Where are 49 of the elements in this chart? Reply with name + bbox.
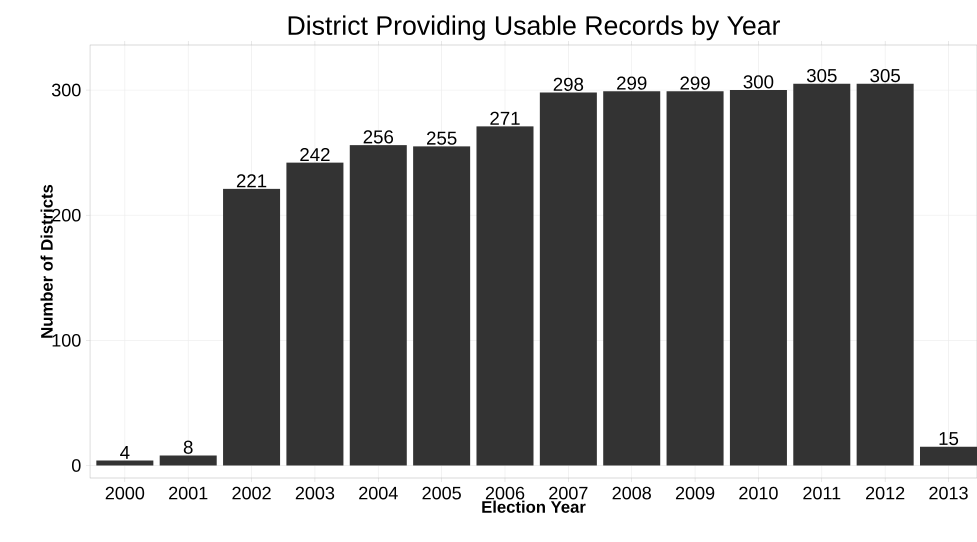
data-label: 221 bbox=[236, 174, 266, 188]
bar bbox=[223, 188, 280, 466]
data-label: 298 bbox=[554, 78, 584, 91]
data-label: 305 bbox=[806, 68, 837, 82]
bar bbox=[286, 162, 344, 466]
data-label: 8 bbox=[184, 440, 193, 454]
bar bbox=[350, 145, 407, 466]
x-tick-label: 2007 bbox=[549, 486, 588, 500]
data-label: 299 bbox=[617, 76, 646, 90]
x-axis-title: Election Year bbox=[482, 500, 586, 513]
y-axis-title: Number of Districts bbox=[40, 184, 53, 338]
data-label: 242 bbox=[300, 148, 330, 162]
data-label: 271 bbox=[490, 112, 520, 125]
bar bbox=[413, 146, 470, 466]
x-tick-label: 2005 bbox=[422, 486, 461, 500]
x-tick-label: 2000 bbox=[106, 486, 144, 500]
data-label: 255 bbox=[427, 132, 456, 145]
data-label: 15 bbox=[940, 432, 958, 446]
data-label: 256 bbox=[364, 130, 394, 144]
bar bbox=[603, 91, 660, 466]
bar bbox=[856, 84, 914, 466]
y-tick-label: 100 bbox=[52, 334, 81, 347]
y-tick-label: 300 bbox=[52, 84, 81, 96]
data-label: 4 bbox=[120, 446, 130, 459]
x-tick-label: 2011 bbox=[803, 486, 840, 500]
x-tick-label: 2002 bbox=[232, 486, 271, 500]
x-tick-label: 2013 bbox=[929, 486, 968, 500]
x-tick-label: 2009 bbox=[676, 486, 714, 500]
x-tick-label: 2010 bbox=[739, 486, 778, 500]
data-label: 299 bbox=[680, 76, 710, 90]
x-tick-label: 2004 bbox=[359, 486, 398, 500]
bar bbox=[476, 126, 534, 466]
bar bbox=[160, 455, 217, 466]
x-tick-label: 2006 bbox=[486, 486, 524, 500]
bar bbox=[730, 90, 787, 466]
data-label: 305 bbox=[870, 68, 900, 82]
x-tick-label: 2008 bbox=[612, 486, 651, 500]
y-tick-label: 200 bbox=[52, 208, 81, 222]
bar bbox=[96, 460, 154, 466]
bar bbox=[540, 92, 597, 466]
bar bbox=[920, 446, 977, 466]
x-tick-label: 2012 bbox=[866, 486, 904, 500]
y-tick-label: 0 bbox=[72, 459, 81, 472]
data-label: 300 bbox=[744, 75, 774, 88]
x-tick-label: 2001 bbox=[169, 486, 208, 500]
bar bbox=[793, 84, 850, 466]
x-tick-label: 2003 bbox=[296, 486, 334, 500]
bar bbox=[666, 91, 724, 466]
chart-title: District Providing Usable Records by Year bbox=[288, 15, 780, 40]
